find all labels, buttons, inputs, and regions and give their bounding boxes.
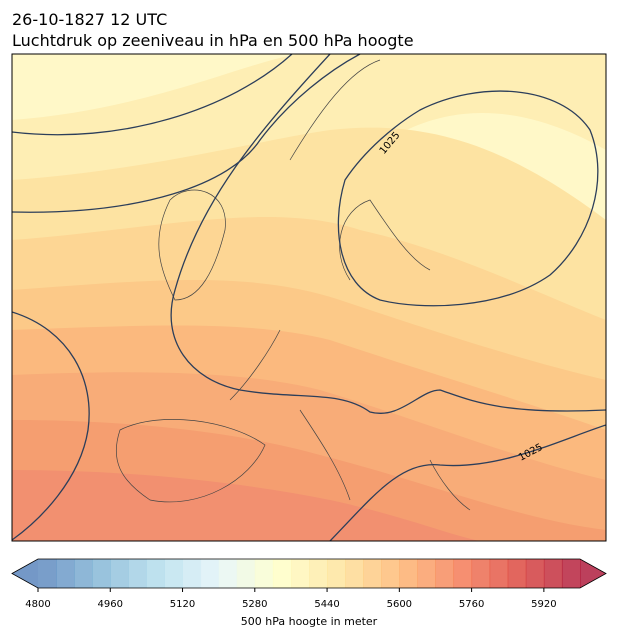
colorbar-segment [471, 559, 491, 588]
colorbar-segment [345, 559, 364, 588]
colorbar-segment [561, 559, 581, 588]
isobar [337, 90, 599, 307]
colorbar-tick-label: 5600 [387, 599, 412, 610]
colorbar-tick-label: 5440 [314, 599, 339, 610]
isobar [12, 54, 361, 213]
colorbar-segment [525, 559, 545, 588]
colorbar-segment [381, 559, 400, 588]
colorbar-segment [56, 559, 75, 588]
isobar [170, 54, 606, 414]
colorbar-segment [309, 559, 328, 588]
colorbar-segment [399, 559, 418, 588]
colorbar-segment [507, 559, 527, 588]
colorbar-segment [92, 559, 111, 588]
colorbar-segment [290, 559, 310, 588]
colorbar: 4800 4960 5120 5280 5440 5600 5760 5920 [11, 558, 607, 610]
colorbar-segment [363, 559, 382, 588]
colorbar-segment [417, 559, 436, 588]
colorbar-segment [272, 559, 292, 588]
colorbar-extend [12, 559, 38, 588]
colorbar-segment [38, 559, 57, 588]
subtitle: Luchtdruk op zeeniveau in hPa en 500 hPa… [12, 31, 414, 50]
colorbar-tick-label: 5920 [531, 599, 556, 610]
colorbar-segment [146, 559, 165, 588]
colorbar-tick-label: 4800 [25, 599, 50, 610]
colorbar-segment [74, 559, 93, 588]
colorbar-segment [543, 559, 563, 588]
colorbar-tick-label: 5760 [459, 599, 484, 610]
colorbar-segment [236, 559, 256, 588]
colorbar-tick-label: 5280 [242, 599, 267, 610]
colorbar-label: 500 hPa hoogte in meter [241, 615, 378, 628]
colorbar-segment [489, 559, 509, 588]
colorbar-segment [453, 559, 473, 588]
colorbar-segment [200, 559, 220, 588]
map: 1025 1025 [11, 53, 607, 542]
colorbar-tick-label: 4960 [98, 599, 123, 610]
colorbar-segment [435, 559, 455, 588]
colorbar-segment [128, 559, 147, 588]
isobar [329, 424, 606, 541]
colorbar-segment [164, 559, 184, 588]
title: 26-10-1827 12 UTC [12, 10, 167, 29]
colorbar-segment [254, 559, 274, 588]
colorbar-segment [218, 559, 238, 588]
coastline [116, 59, 471, 511]
colorbar-segment [110, 559, 129, 588]
colorbar-extend [580, 559, 606, 588]
colorbar-tick-label: 5120 [170, 599, 195, 610]
isobar [12, 311, 90, 541]
colorbar-segment [182, 559, 202, 588]
colorbar-segment [327, 559, 346, 588]
isobar [12, 54, 293, 136]
